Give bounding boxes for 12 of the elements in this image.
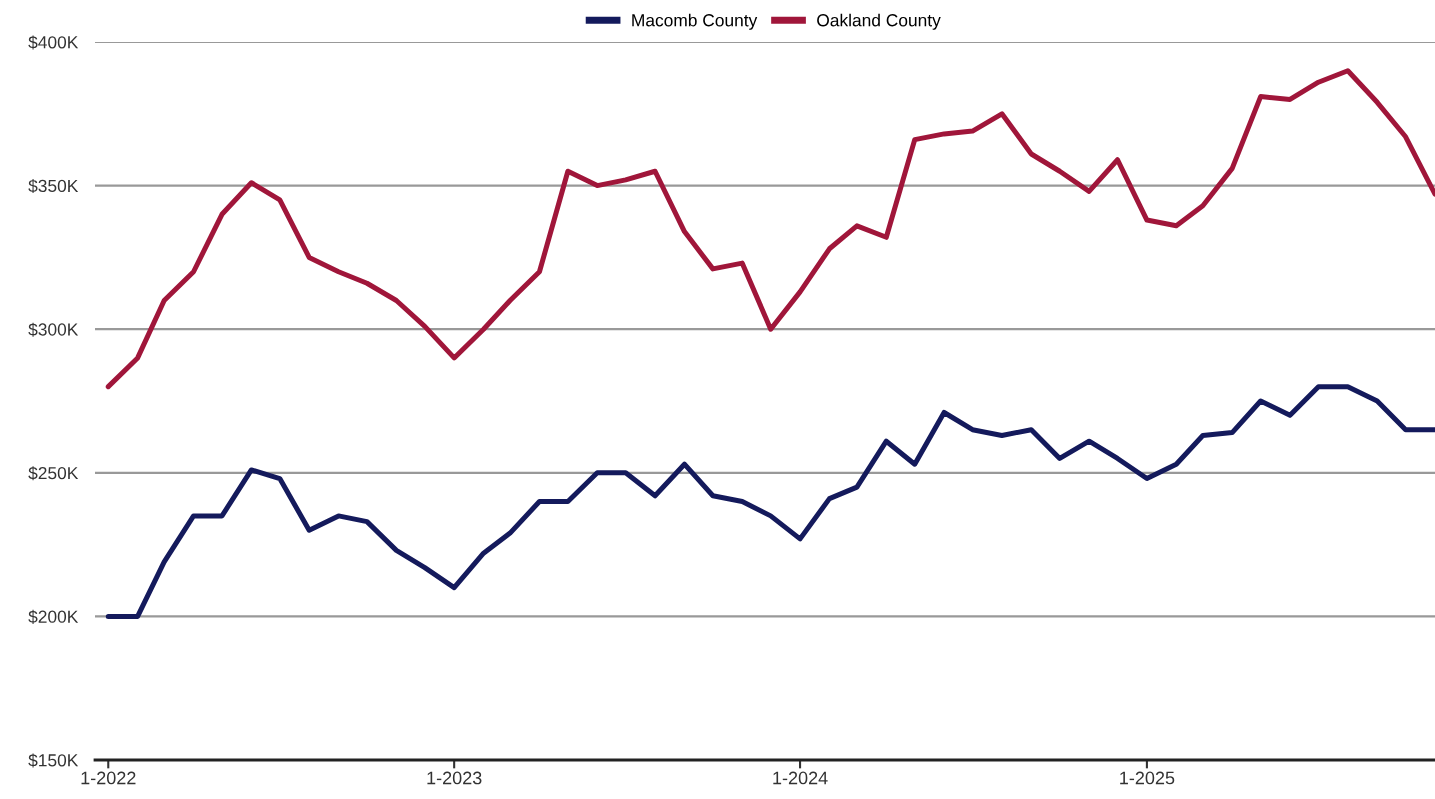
- y-tick-label: $300K: [28, 322, 79, 337]
- x-tick-label: 1-2024: [773, 771, 828, 785]
- x-tick-label: 1-2022: [81, 771, 136, 785]
- x-tick-label: 1-2025: [1120, 771, 1175, 785]
- y-tick-label: $250K: [28, 466, 79, 481]
- legend-label: Oakland County: [817, 13, 941, 30]
- y-tick-label: $150K: [28, 753, 79, 768]
- x-tick-label: 1-2023: [427, 771, 482, 785]
- y-tick-label: $400K: [28, 35, 79, 50]
- y-tick-label: $350K: [28, 179, 79, 194]
- y-tick-label: $200K: [28, 609, 79, 624]
- legend-label: Macomb County: [632, 13, 758, 30]
